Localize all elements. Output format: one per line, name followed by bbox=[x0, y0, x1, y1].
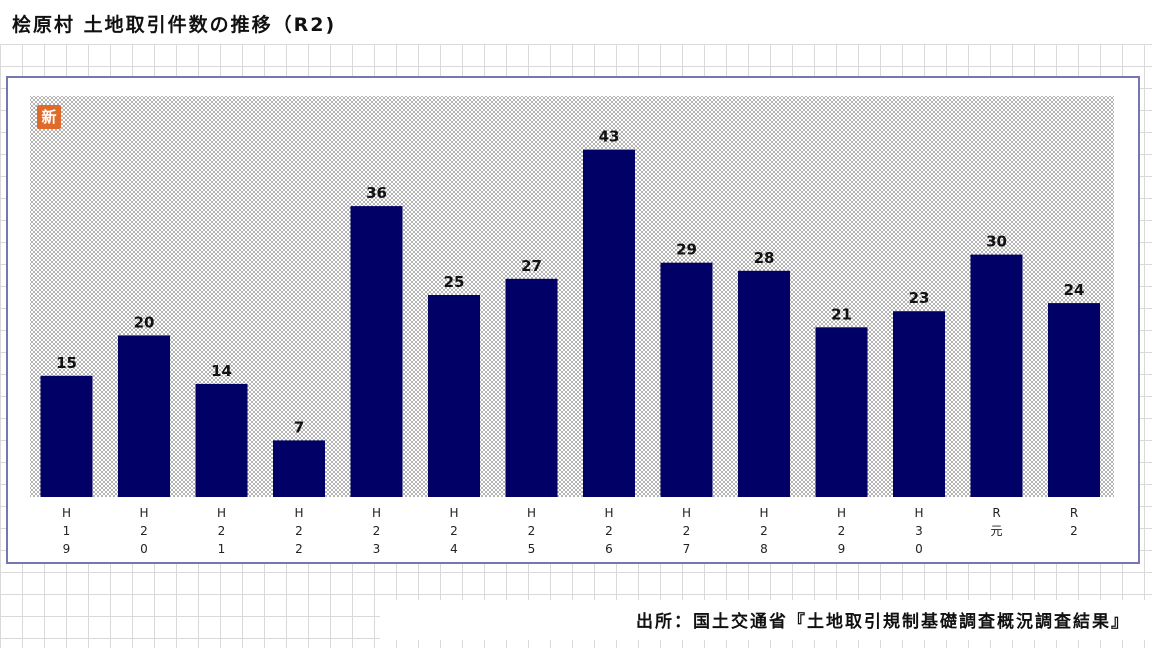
value-label-H27: 29 bbox=[676, 241, 697, 259]
value-label-H21: 14 bbox=[211, 362, 232, 380]
bar-H25 bbox=[505, 278, 558, 497]
value-label-R2: 24 bbox=[1064, 281, 1085, 299]
bar-H23 bbox=[350, 206, 403, 497]
value-label-H19: 15 bbox=[56, 354, 77, 372]
chart-frame: 新 15 H 1 9 20 H 2 0 14 H 2 1 7 H 2 2 36 H 2 3 25 H 2 4 27 H 2 5 43 H 2… bbox=[6, 76, 1140, 564]
bar-R2 bbox=[1048, 303, 1100, 497]
value-label-H28: 28 bbox=[754, 249, 775, 267]
value-label-H30: 23 bbox=[909, 289, 930, 307]
bar-H28 bbox=[738, 270, 790, 497]
bar-H22 bbox=[273, 440, 325, 497]
bar-H21 bbox=[195, 383, 248, 497]
new-badge-icon: 新 bbox=[37, 105, 61, 129]
source-strip bbox=[380, 600, 1152, 640]
value-label-H25: 27 bbox=[521, 257, 542, 275]
bar-H30 bbox=[893, 311, 945, 497]
value-label-H20: 20 bbox=[134, 313, 155, 331]
chart-title: 桧原村 土地取引件数の推移（R2) bbox=[12, 14, 337, 36]
value-label-H22: 7 bbox=[294, 418, 304, 436]
bar-H26 bbox=[583, 149, 635, 497]
bar-H19 bbox=[40, 375, 93, 497]
source-note: 出所：国土交通省『土地取引規制基礎調査概況調査結果』 bbox=[636, 612, 1130, 632]
bar-H24 bbox=[428, 295, 480, 497]
title-strip bbox=[0, 0, 1152, 44]
bar-H27 bbox=[660, 262, 713, 497]
bar-H29 bbox=[815, 327, 868, 497]
value-label-H23: 36 bbox=[366, 184, 387, 202]
value-label-H26: 43 bbox=[599, 128, 620, 146]
value-label-H24: 25 bbox=[444, 273, 465, 291]
bar-chart: 15 H 1 9 20 H 2 0 14 H 2 1 7 H 2 2 36 H 2 3 25 H 2 4 27 H 2 5 43 H 2 6 2… bbox=[40, 128, 1100, 556]
bar-H20 bbox=[118, 335, 170, 497]
bar-R元 bbox=[970, 254, 1023, 497]
value-label-R元: 30 bbox=[986, 233, 1007, 251]
value-label-H29: 21 bbox=[831, 305, 852, 323]
